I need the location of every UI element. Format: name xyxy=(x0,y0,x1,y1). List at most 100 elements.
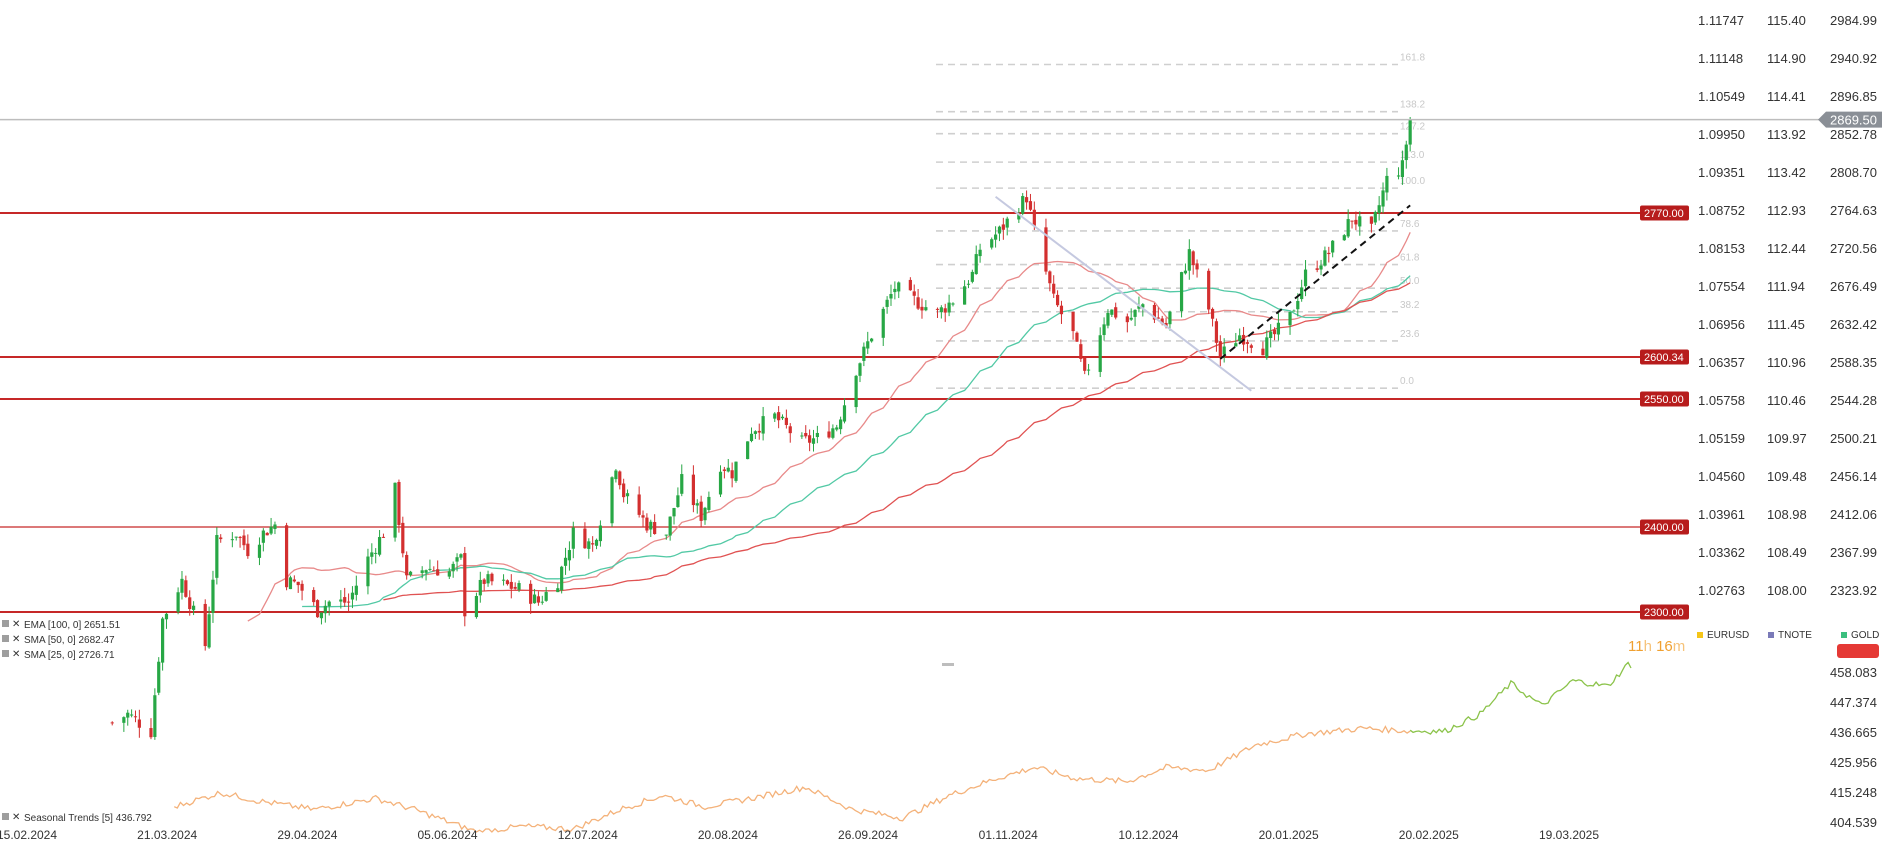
candle-body xyxy=(1055,294,1060,306)
gold-color-badge[interactable] xyxy=(1837,644,1879,658)
price-level-badge[interactable] xyxy=(1640,349,1689,365)
tnote-swatch xyxy=(1768,632,1774,638)
gold-tick-label: 2808.70 xyxy=(1830,165,1877,180)
candle-body xyxy=(188,597,192,610)
candle-body xyxy=(1001,224,1005,230)
candle-body xyxy=(323,605,327,614)
candle-body xyxy=(583,528,587,549)
legend-tnote[interactable]: TNOTE xyxy=(1778,630,1812,641)
candle-body xyxy=(1342,235,1346,241)
menu-icon xyxy=(2,650,9,657)
tnote-tick-label: 109.48 xyxy=(1767,469,1807,484)
price-level-badge[interactable] xyxy=(1640,391,1689,407)
candle-body xyxy=(315,600,320,618)
price-level-label: 2600.34 xyxy=(1644,352,1684,364)
candlesticks xyxy=(110,116,1412,740)
candle-body xyxy=(916,297,920,309)
close-icon[interactable]: ✕ xyxy=(12,649,20,660)
date-tick-label: 29.04.2024 xyxy=(277,828,337,842)
gold-tick-label: 2852.78 xyxy=(1830,127,1877,142)
candle-countdown: 11h 16m xyxy=(1628,638,1685,655)
sma50-line xyxy=(302,275,1411,608)
current-price-badge[interactable] xyxy=(1818,111,1882,128)
menu-icon xyxy=(2,620,9,627)
candle-body xyxy=(761,416,765,434)
candle-body xyxy=(203,603,207,647)
candle-body xyxy=(560,566,564,591)
eurusd-tick-label: 1.09950 xyxy=(1698,127,1745,142)
tnote-tick-label: 110.96 xyxy=(1767,355,1806,370)
candle-body xyxy=(746,441,750,460)
candle-body xyxy=(1083,357,1087,371)
candle-body xyxy=(501,579,506,581)
indicator-seasonal[interactable]: ✕ Seasonal Trends [5] 436.792 xyxy=(2,812,152,824)
legend-gold[interactable]: GOLD xyxy=(1851,630,1879,641)
seasonal-line-past xyxy=(173,725,1411,833)
candle-body xyxy=(718,471,723,495)
candle-body xyxy=(1129,317,1133,320)
candle-body xyxy=(1269,331,1273,339)
candle-body xyxy=(354,585,358,595)
candle-body xyxy=(962,286,967,305)
close-icon[interactable]: ✕ xyxy=(12,812,20,823)
candle-body xyxy=(1168,311,1172,325)
candle-body xyxy=(649,521,653,530)
candle-body xyxy=(695,503,699,506)
indicator-sma25[interactable]: ✕ SMA [25, 0] 2726.71 xyxy=(2,649,115,661)
candle-body xyxy=(889,294,893,299)
candle-body xyxy=(625,493,630,497)
fib-level-label: 138.2 xyxy=(1400,100,1425,111)
eurusd-tick-label: 1.08153 xyxy=(1698,241,1745,256)
candle-body xyxy=(1222,346,1226,355)
candle-body xyxy=(939,307,943,313)
price-level-badge[interactable] xyxy=(1640,205,1689,221)
fib-level-label: 127.2 xyxy=(1400,122,1425,133)
seasonal-line-future xyxy=(1409,661,1632,735)
indicator-legend: ✕ EMA [100, 0] 2651.51 ✕ SMA [50, 0] 268… xyxy=(2,619,152,824)
sma25-line xyxy=(247,232,1411,622)
close-icon[interactable]: ✕ xyxy=(12,619,20,630)
tnote-tick-label: 108.98 xyxy=(1767,507,1807,522)
candle-body xyxy=(319,612,324,619)
candle-body xyxy=(164,613,169,620)
price-level-badge[interactable] xyxy=(1640,519,1689,535)
fibonacci-retracement[interactable]: 161.8 138.2 127.2 113.0 100.0 78.6 61.8 50.0 38.… xyxy=(936,53,1425,389)
indicator-ema100[interactable]: ✕ EMA [100, 0] 2651.51 xyxy=(2,619,121,631)
legend-eurusd[interactable]: EURUSD xyxy=(1707,630,1749,641)
candle-body xyxy=(1017,213,1021,220)
candle-body xyxy=(1400,160,1405,178)
candle-body xyxy=(1179,272,1184,312)
eurusd-tick-label: 1.05159 xyxy=(1698,431,1745,446)
candle-body xyxy=(1024,197,1029,203)
candle-body xyxy=(269,526,273,534)
horizontal-levels[interactable]: 2770.00 2600.34 2550.00 2400.00 2300.00 xyxy=(0,205,1689,620)
tnote-tick-label: 110.46 xyxy=(1767,393,1806,408)
pane-resize-handle[interactable] xyxy=(942,663,954,666)
candle-body xyxy=(1288,312,1292,326)
close-icon[interactable]: ✕ xyxy=(12,634,20,645)
support-trendline[interactable] xyxy=(1219,204,1411,360)
trendlines[interactable] xyxy=(994,195,1411,392)
candle-body xyxy=(401,522,405,554)
candle-body xyxy=(912,291,916,296)
indicator-sma50[interactable]: ✕ SMA [50, 0] 2682.47 xyxy=(2,634,115,646)
candle-body xyxy=(397,481,401,525)
gold-tick-label: 2367.99 xyxy=(1830,545,1877,560)
eurusd-tick-label: 1.06357 xyxy=(1698,355,1745,370)
candle-body xyxy=(808,435,812,443)
candle-body xyxy=(1141,304,1145,308)
candle-body xyxy=(1234,343,1238,347)
candle-body xyxy=(1404,144,1408,161)
candle-body xyxy=(405,554,409,576)
price-axes[interactable]: 1.11747 115.40 2984.99 1.11148 114.90 2940.92… xyxy=(1698,13,1877,598)
candle-body xyxy=(122,717,126,723)
fib-anchor-line[interactable] xyxy=(994,195,1252,392)
candle-body xyxy=(149,728,153,738)
candle-body xyxy=(428,568,432,570)
candle-body xyxy=(726,467,730,472)
date-axis[interactable]: 15.02.2024 21.03.2024 29.04.2024 05.06.2024… xyxy=(0,828,1599,842)
candle-body xyxy=(777,412,781,421)
seasonal-tick-label: 447.374 xyxy=(1830,695,1877,710)
price-level-badge[interactable] xyxy=(1640,604,1689,620)
